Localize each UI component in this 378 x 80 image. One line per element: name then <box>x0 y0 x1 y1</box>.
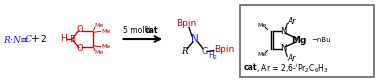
Bar <box>240 5 373 77</box>
Text: −nBu: −nBu <box>311 37 331 43</box>
Text: Ar: Ar <box>287 17 296 26</box>
Text: 2: 2 <box>213 55 217 60</box>
Text: $\equiv$: $\equiv$ <box>17 34 29 44</box>
Text: Me: Me <box>95 23 104 28</box>
Text: B: B <box>69 35 75 44</box>
Text: N: N <box>280 44 287 53</box>
Text: O: O <box>76 25 83 34</box>
Text: H: H <box>208 51 214 60</box>
Text: Me: Me <box>102 29 111 34</box>
Text: C: C <box>202 47 208 56</box>
Text: cat: cat <box>145 26 158 35</box>
Text: +: + <box>31 34 40 44</box>
Text: Me: Me <box>258 52 267 57</box>
Text: Ar: Ar <box>287 54 296 63</box>
Text: cat: cat <box>243 64 257 72</box>
Text: O: O <box>76 44 83 53</box>
Text: 5 mol%: 5 mol% <box>122 26 151 35</box>
Text: N: N <box>191 34 199 44</box>
Text: Bpin: Bpin <box>215 45 235 54</box>
Text: N: N <box>280 27 287 36</box>
Text: H: H <box>60 34 67 43</box>
Text: Mg: Mg <box>291 36 307 44</box>
Text: R: R <box>181 47 187 56</box>
Text: Me: Me <box>102 44 111 49</box>
Text: , Ar = 2,6-$^i$Pr$_2$C$_6$H$_3$: , Ar = 2,6-$^i$Pr$_2$C$_6$H$_3$ <box>256 61 328 75</box>
Text: Bpin: Bpin <box>176 19 196 28</box>
Text: Me: Me <box>258 23 267 28</box>
Text: Me: Me <box>95 50 104 55</box>
Text: R$\cdot$N: R$\cdot$N <box>3 34 23 45</box>
Text: C: C <box>24 35 31 44</box>
Text: 2: 2 <box>40 35 46 44</box>
